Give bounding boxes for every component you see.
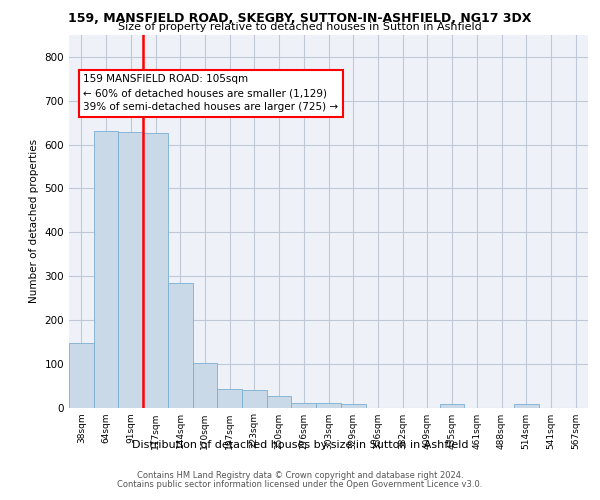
Bar: [292, 403, 316, 407]
Bar: [94, 132, 118, 407]
Text: Size of property relative to detached houses in Sutton in Ashfield: Size of property relative to detached ho…: [118, 22, 482, 32]
Bar: [440, 404, 464, 407]
Text: Contains HM Land Registry data © Crown copyright and database right 2024.: Contains HM Land Registry data © Crown c…: [137, 471, 463, 480]
Text: 159, MANSFIELD ROAD, SKEGBY, SUTTON-IN-ASHFIELD, NG17 3DX: 159, MANSFIELD ROAD, SKEGBY, SUTTON-IN-A…: [68, 12, 532, 26]
Text: 159 MANSFIELD ROAD: 105sqm
← 60% of detached houses are smaller (1,129)
39% of s: 159 MANSFIELD ROAD: 105sqm ← 60% of deta…: [83, 74, 338, 112]
Bar: [341, 404, 365, 407]
Y-axis label: Number of detached properties: Number of detached properties: [29, 139, 39, 304]
Bar: [242, 390, 267, 407]
Bar: [514, 404, 539, 407]
Bar: [217, 389, 242, 407]
Bar: [69, 342, 94, 407]
Bar: [267, 396, 292, 407]
Text: Distribution of detached houses by size in Sutton in Ashfield: Distribution of detached houses by size …: [132, 440, 468, 450]
Bar: [316, 403, 341, 407]
Text: Contains public sector information licensed under the Open Government Licence v3: Contains public sector information licen…: [118, 480, 482, 489]
Bar: [193, 363, 217, 408]
Bar: [143, 133, 168, 407]
Bar: [168, 283, 193, 408]
Bar: [118, 132, 143, 407]
